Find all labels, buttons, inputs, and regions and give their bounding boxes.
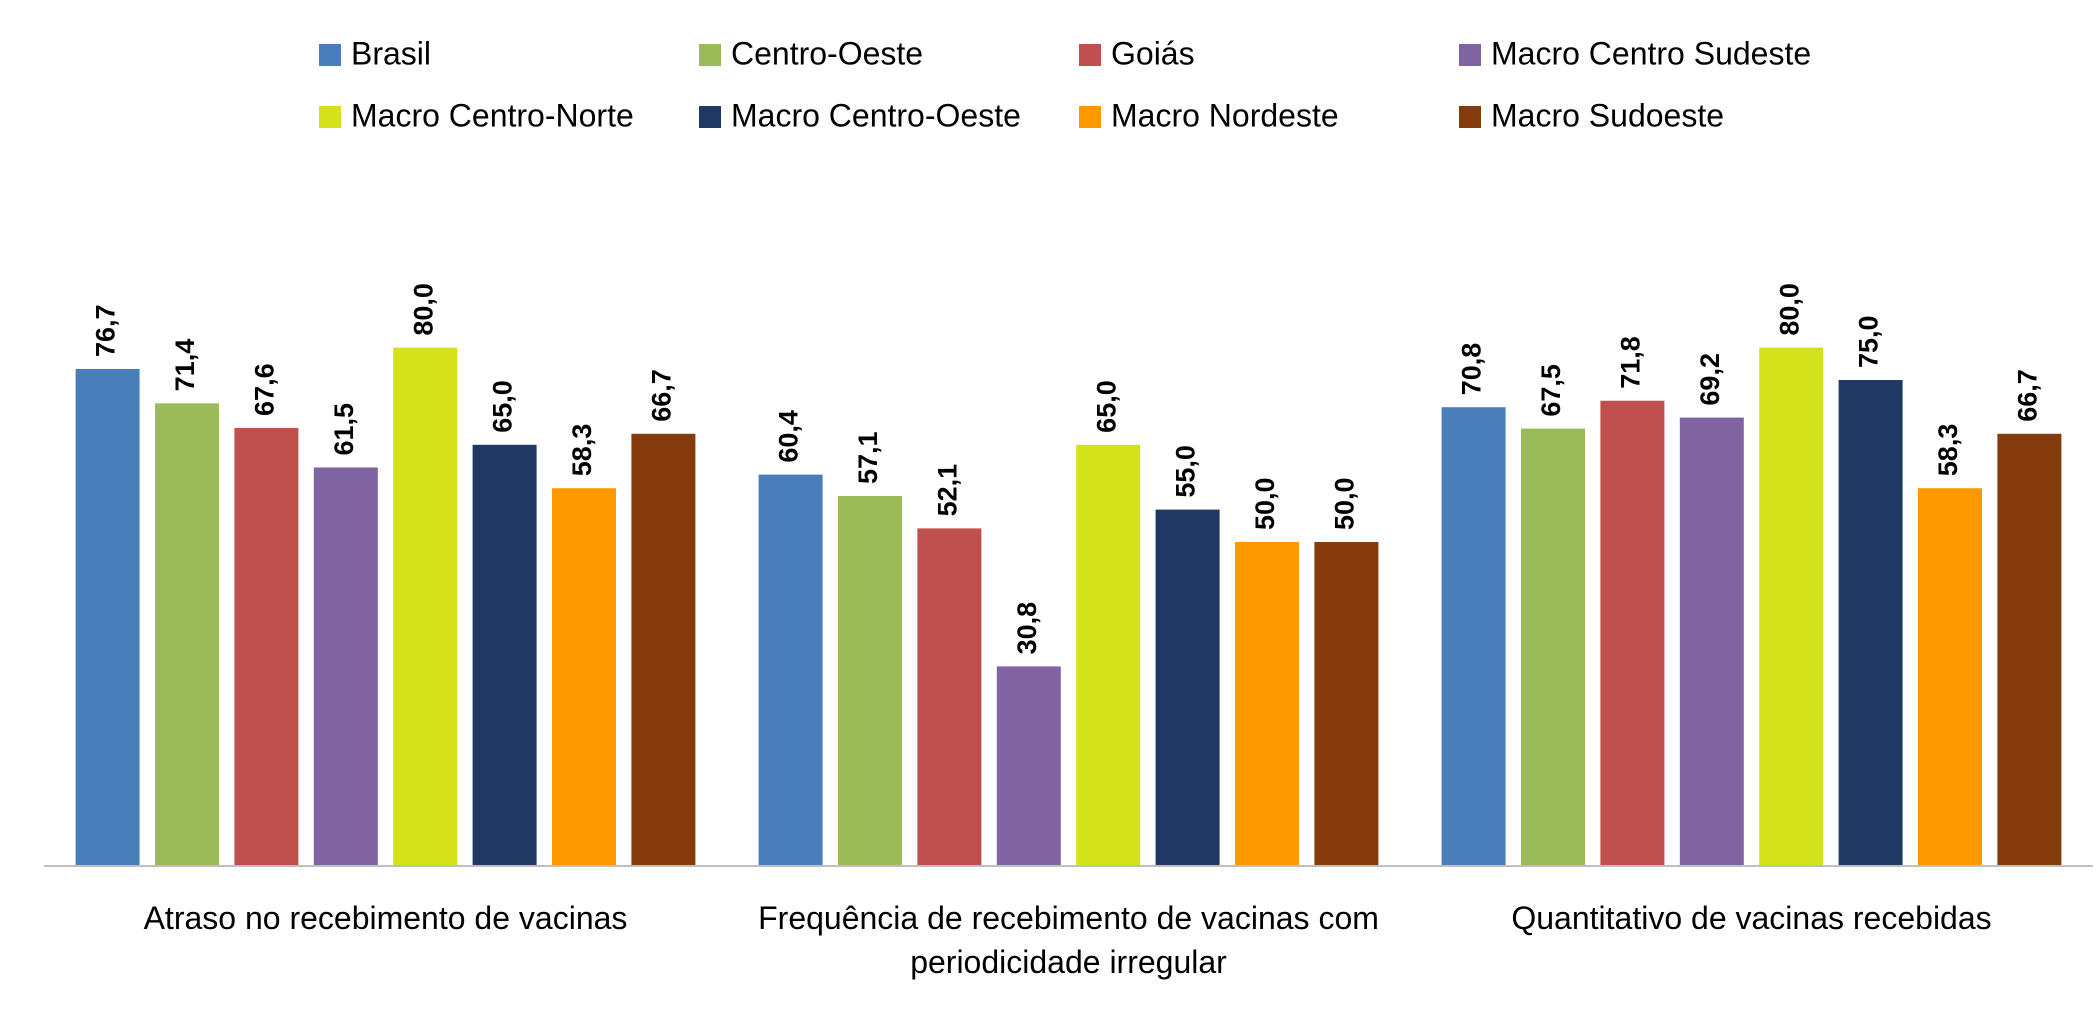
bar xyxy=(234,427,299,866)
bar xyxy=(75,368,140,866)
bar xyxy=(1679,417,1744,866)
value-label: 66,7 xyxy=(2013,369,2043,422)
legend-swatch xyxy=(1459,106,1481,128)
bar xyxy=(155,403,219,866)
value-label: 50,0 xyxy=(1330,477,1360,530)
bar xyxy=(631,433,696,866)
bar xyxy=(1235,542,1299,866)
value-label: 57,1 xyxy=(853,431,883,484)
bar xyxy=(1441,407,1506,866)
x-tick-label: Atraso no recebimento de vacinas xyxy=(143,900,628,936)
bar xyxy=(917,528,982,866)
legend-swatch xyxy=(319,106,341,128)
legend-label: Goiás xyxy=(1111,35,1195,71)
bar xyxy=(838,495,902,866)
value-label: 80,0 xyxy=(1774,283,1804,336)
value-label: 58,3 xyxy=(1933,424,1963,477)
legend-swatch xyxy=(1459,44,1481,66)
bar xyxy=(1918,488,1982,866)
bar xyxy=(472,444,537,866)
bar xyxy=(1997,433,2062,866)
value-label: 55,0 xyxy=(1171,445,1201,498)
value-label: 69,2 xyxy=(1695,353,1725,406)
bar xyxy=(1600,400,1665,866)
bar xyxy=(1314,542,1379,866)
bar xyxy=(552,488,616,866)
legend-swatch xyxy=(699,106,721,128)
value-label: 71,4 xyxy=(170,339,200,392)
bar xyxy=(1838,380,1903,866)
legend-swatch xyxy=(1079,106,1101,128)
bar xyxy=(996,666,1061,866)
value-label: 67,5 xyxy=(1536,364,1566,417)
x-tick-label: Frequência de recebimento de vacinas com… xyxy=(758,900,1379,980)
bar xyxy=(1521,428,1585,866)
bar xyxy=(1155,509,1220,866)
bar xyxy=(1759,347,1824,867)
value-label: 60,4 xyxy=(774,410,804,463)
value-label: 71,8 xyxy=(1616,336,1646,389)
bar xyxy=(313,467,378,866)
legend-label: Macro Sudoeste xyxy=(1491,97,1724,133)
value-label: 65,0 xyxy=(1091,380,1121,433)
legend-label: Macro Centro Sudeste xyxy=(1491,35,1811,71)
value-label: 80,0 xyxy=(408,283,438,336)
legend-label: Macro Nordeste xyxy=(1111,97,1339,133)
value-label: 66,7 xyxy=(647,369,677,422)
legend-label: Brasil xyxy=(351,35,431,71)
value-label: 70,8 xyxy=(1457,343,1487,396)
value-label: 65,0 xyxy=(488,380,518,433)
value-label: 61,5 xyxy=(329,403,359,456)
legend-label: Macro Centro-Oeste xyxy=(731,97,1021,133)
legend-swatch xyxy=(1079,44,1101,66)
bar xyxy=(393,347,458,867)
bar xyxy=(758,474,823,866)
value-label: 75,0 xyxy=(1854,315,1884,368)
legend-label: Macro Centro-Norte xyxy=(351,97,634,133)
legend-swatch xyxy=(319,44,341,66)
legend-swatch xyxy=(699,44,721,66)
value-label: 58,3 xyxy=(567,424,597,477)
value-label: 50,0 xyxy=(1250,477,1280,530)
value-label: 67,6 xyxy=(250,363,280,416)
legend-label: Centro-Oeste xyxy=(731,35,923,71)
value-label: 30,8 xyxy=(1012,602,1042,655)
bar xyxy=(1076,444,1141,866)
value-label: 76,7 xyxy=(91,304,121,357)
value-label: 52,1 xyxy=(933,464,963,517)
x-tick-label: Quantitativo de vacinas recebidas xyxy=(1511,900,1992,936)
